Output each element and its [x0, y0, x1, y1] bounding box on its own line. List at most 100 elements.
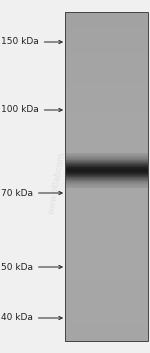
Bar: [65, 257, 148, 259]
Bar: [65, 66, 148, 68]
Bar: [65, 137, 148, 139]
Text: www.ptlabcom: www.ptlabcom: [47, 152, 67, 215]
Bar: [65, 50, 148, 52]
Bar: [65, 173, 148, 174]
Bar: [65, 269, 148, 271]
Bar: [65, 323, 148, 325]
Bar: [65, 47, 148, 49]
Bar: [65, 43, 148, 46]
Bar: [65, 52, 148, 54]
Bar: [65, 176, 148, 177]
Bar: [65, 86, 148, 88]
Bar: [65, 319, 148, 322]
Bar: [65, 119, 148, 121]
Bar: [65, 292, 148, 294]
Bar: [65, 298, 148, 300]
Bar: [65, 261, 148, 263]
Bar: [65, 179, 148, 180]
Bar: [65, 186, 148, 187]
Bar: [65, 142, 148, 144]
Bar: [65, 326, 148, 328]
Bar: [65, 264, 148, 266]
Bar: [65, 74, 148, 77]
Bar: [65, 254, 148, 256]
Bar: [65, 216, 148, 218]
Bar: [65, 287, 148, 289]
Bar: [65, 246, 148, 248]
Bar: [65, 152, 148, 154]
Bar: [65, 169, 148, 170]
Bar: [65, 173, 148, 175]
Bar: [65, 171, 148, 172]
Bar: [65, 333, 148, 335]
Bar: [65, 308, 148, 310]
Bar: [65, 157, 148, 158]
Bar: [65, 209, 148, 211]
Bar: [65, 106, 148, 108]
Bar: [65, 139, 148, 141]
Text: 70 kDa: 70 kDa: [1, 189, 62, 197]
Bar: [65, 288, 148, 291]
Bar: [65, 163, 148, 164]
Bar: [65, 177, 148, 178]
Bar: [65, 282, 148, 284]
Bar: [65, 121, 148, 123]
Text: 150 kDa: 150 kDa: [1, 37, 62, 47]
Bar: [65, 272, 148, 274]
Bar: [65, 178, 148, 180]
Bar: [65, 65, 148, 67]
Bar: [65, 199, 148, 202]
Bar: [65, 35, 148, 37]
Bar: [65, 92, 148, 95]
Bar: [65, 154, 148, 155]
Bar: [65, 318, 148, 320]
Bar: [65, 165, 148, 167]
Bar: [65, 153, 148, 154]
Bar: [65, 285, 148, 287]
Bar: [65, 156, 148, 157]
Bar: [65, 331, 148, 333]
Bar: [65, 203, 148, 205]
Text: 100 kDa: 100 kDa: [1, 106, 62, 114]
Bar: [65, 24, 148, 26]
Bar: [65, 102, 148, 104]
Bar: [65, 114, 148, 116]
Bar: [65, 198, 148, 200]
Bar: [65, 181, 148, 182]
Bar: [65, 185, 148, 187]
Bar: [65, 328, 148, 330]
Bar: [65, 280, 148, 282]
Bar: [65, 193, 148, 195]
Bar: [65, 38, 148, 41]
Bar: [65, 310, 148, 312]
Bar: [65, 129, 148, 131]
Bar: [65, 127, 148, 129]
Bar: [65, 160, 148, 161]
Bar: [65, 180, 148, 181]
Bar: [65, 187, 148, 188]
Bar: [65, 168, 148, 170]
Bar: [65, 174, 148, 175]
Bar: [65, 195, 148, 197]
Bar: [65, 37, 148, 39]
Bar: [65, 112, 148, 114]
Bar: [65, 116, 148, 118]
Bar: [65, 232, 148, 235]
Bar: [65, 306, 148, 309]
Bar: [65, 160, 148, 162]
Bar: [65, 157, 148, 159]
Bar: [65, 89, 148, 91]
Bar: [65, 135, 148, 138]
Bar: [65, 182, 148, 183]
Bar: [65, 166, 148, 167]
Bar: [65, 242, 148, 244]
Bar: [65, 45, 148, 47]
Bar: [65, 48, 148, 50]
Bar: [65, 313, 148, 315]
Bar: [65, 252, 148, 254]
Bar: [65, 178, 148, 179]
Bar: [65, 158, 148, 160]
Bar: [65, 329, 148, 331]
Bar: [65, 168, 148, 169]
Bar: [65, 63, 148, 65]
